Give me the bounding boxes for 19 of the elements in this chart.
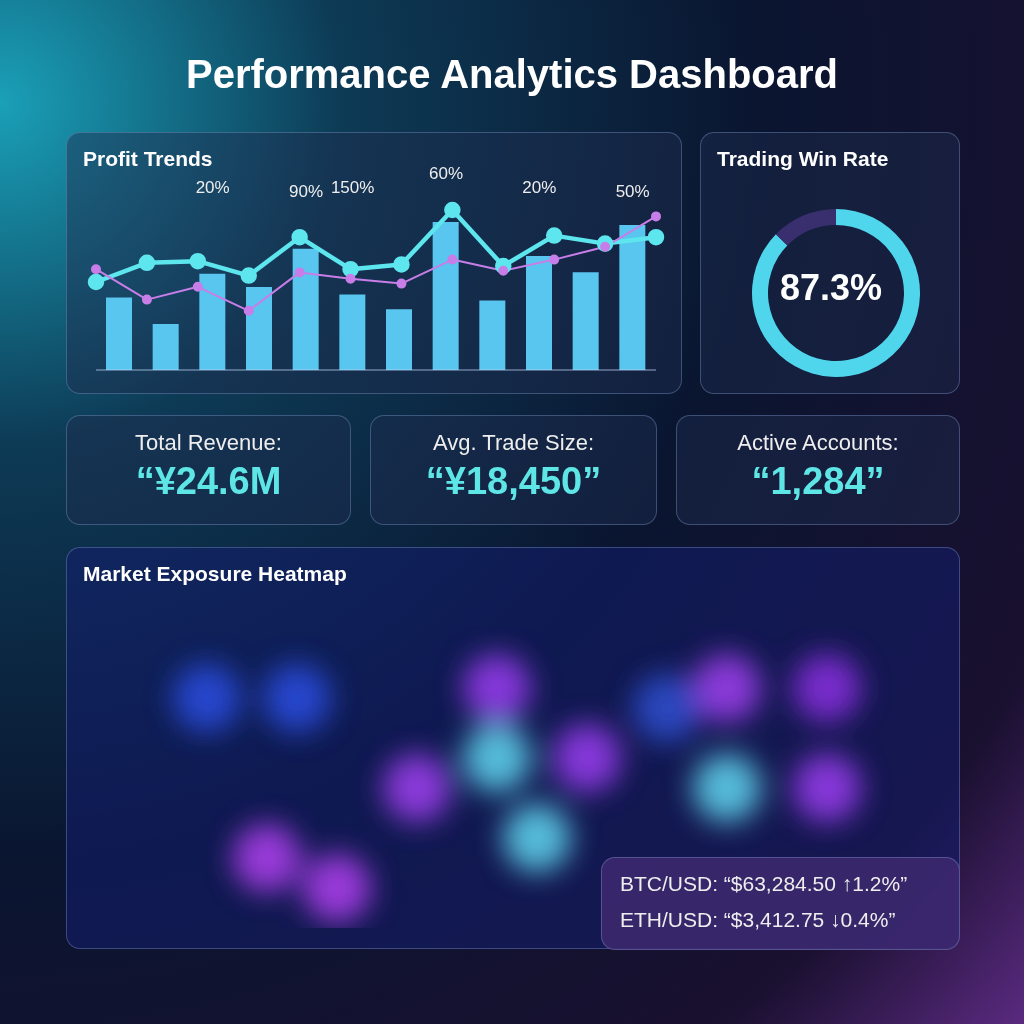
- text: BTC/USD: “$63,284.50 ↑1.2%”: [620, 872, 908, 896]
- text: ETH/USD: “$3,412.75 ↓0.4%”: [620, 908, 896, 932]
- text: Total Revenue:: [134, 430, 283, 456]
- text: 20%: [194, 178, 231, 198]
- text: Avg. Trade Size:: [432, 430, 595, 456]
- text: 150%: [329, 178, 376, 198]
- text: 50%: [614, 182, 651, 202]
- chart-title: Profit Trends: [83, 147, 213, 171]
- text: 87.3%: [778, 267, 884, 309]
- text: Active Accounts:: [736, 430, 900, 456]
- text: Market Exposure Heatmap: [83, 562, 347, 586]
- text: 60%: [428, 164, 464, 184]
- text: Performance Analytics Dashboard: [184, 52, 840, 97]
- text: “¥18,450”: [424, 460, 603, 503]
- text: 20%: [521, 178, 558, 198]
- text: 90%: [288, 182, 324, 201]
- text: “1,284”: [750, 460, 886, 503]
- chart-title: Trading Win Rate: [717, 147, 889, 171]
- text: “¥24.6M: [134, 460, 283, 503]
